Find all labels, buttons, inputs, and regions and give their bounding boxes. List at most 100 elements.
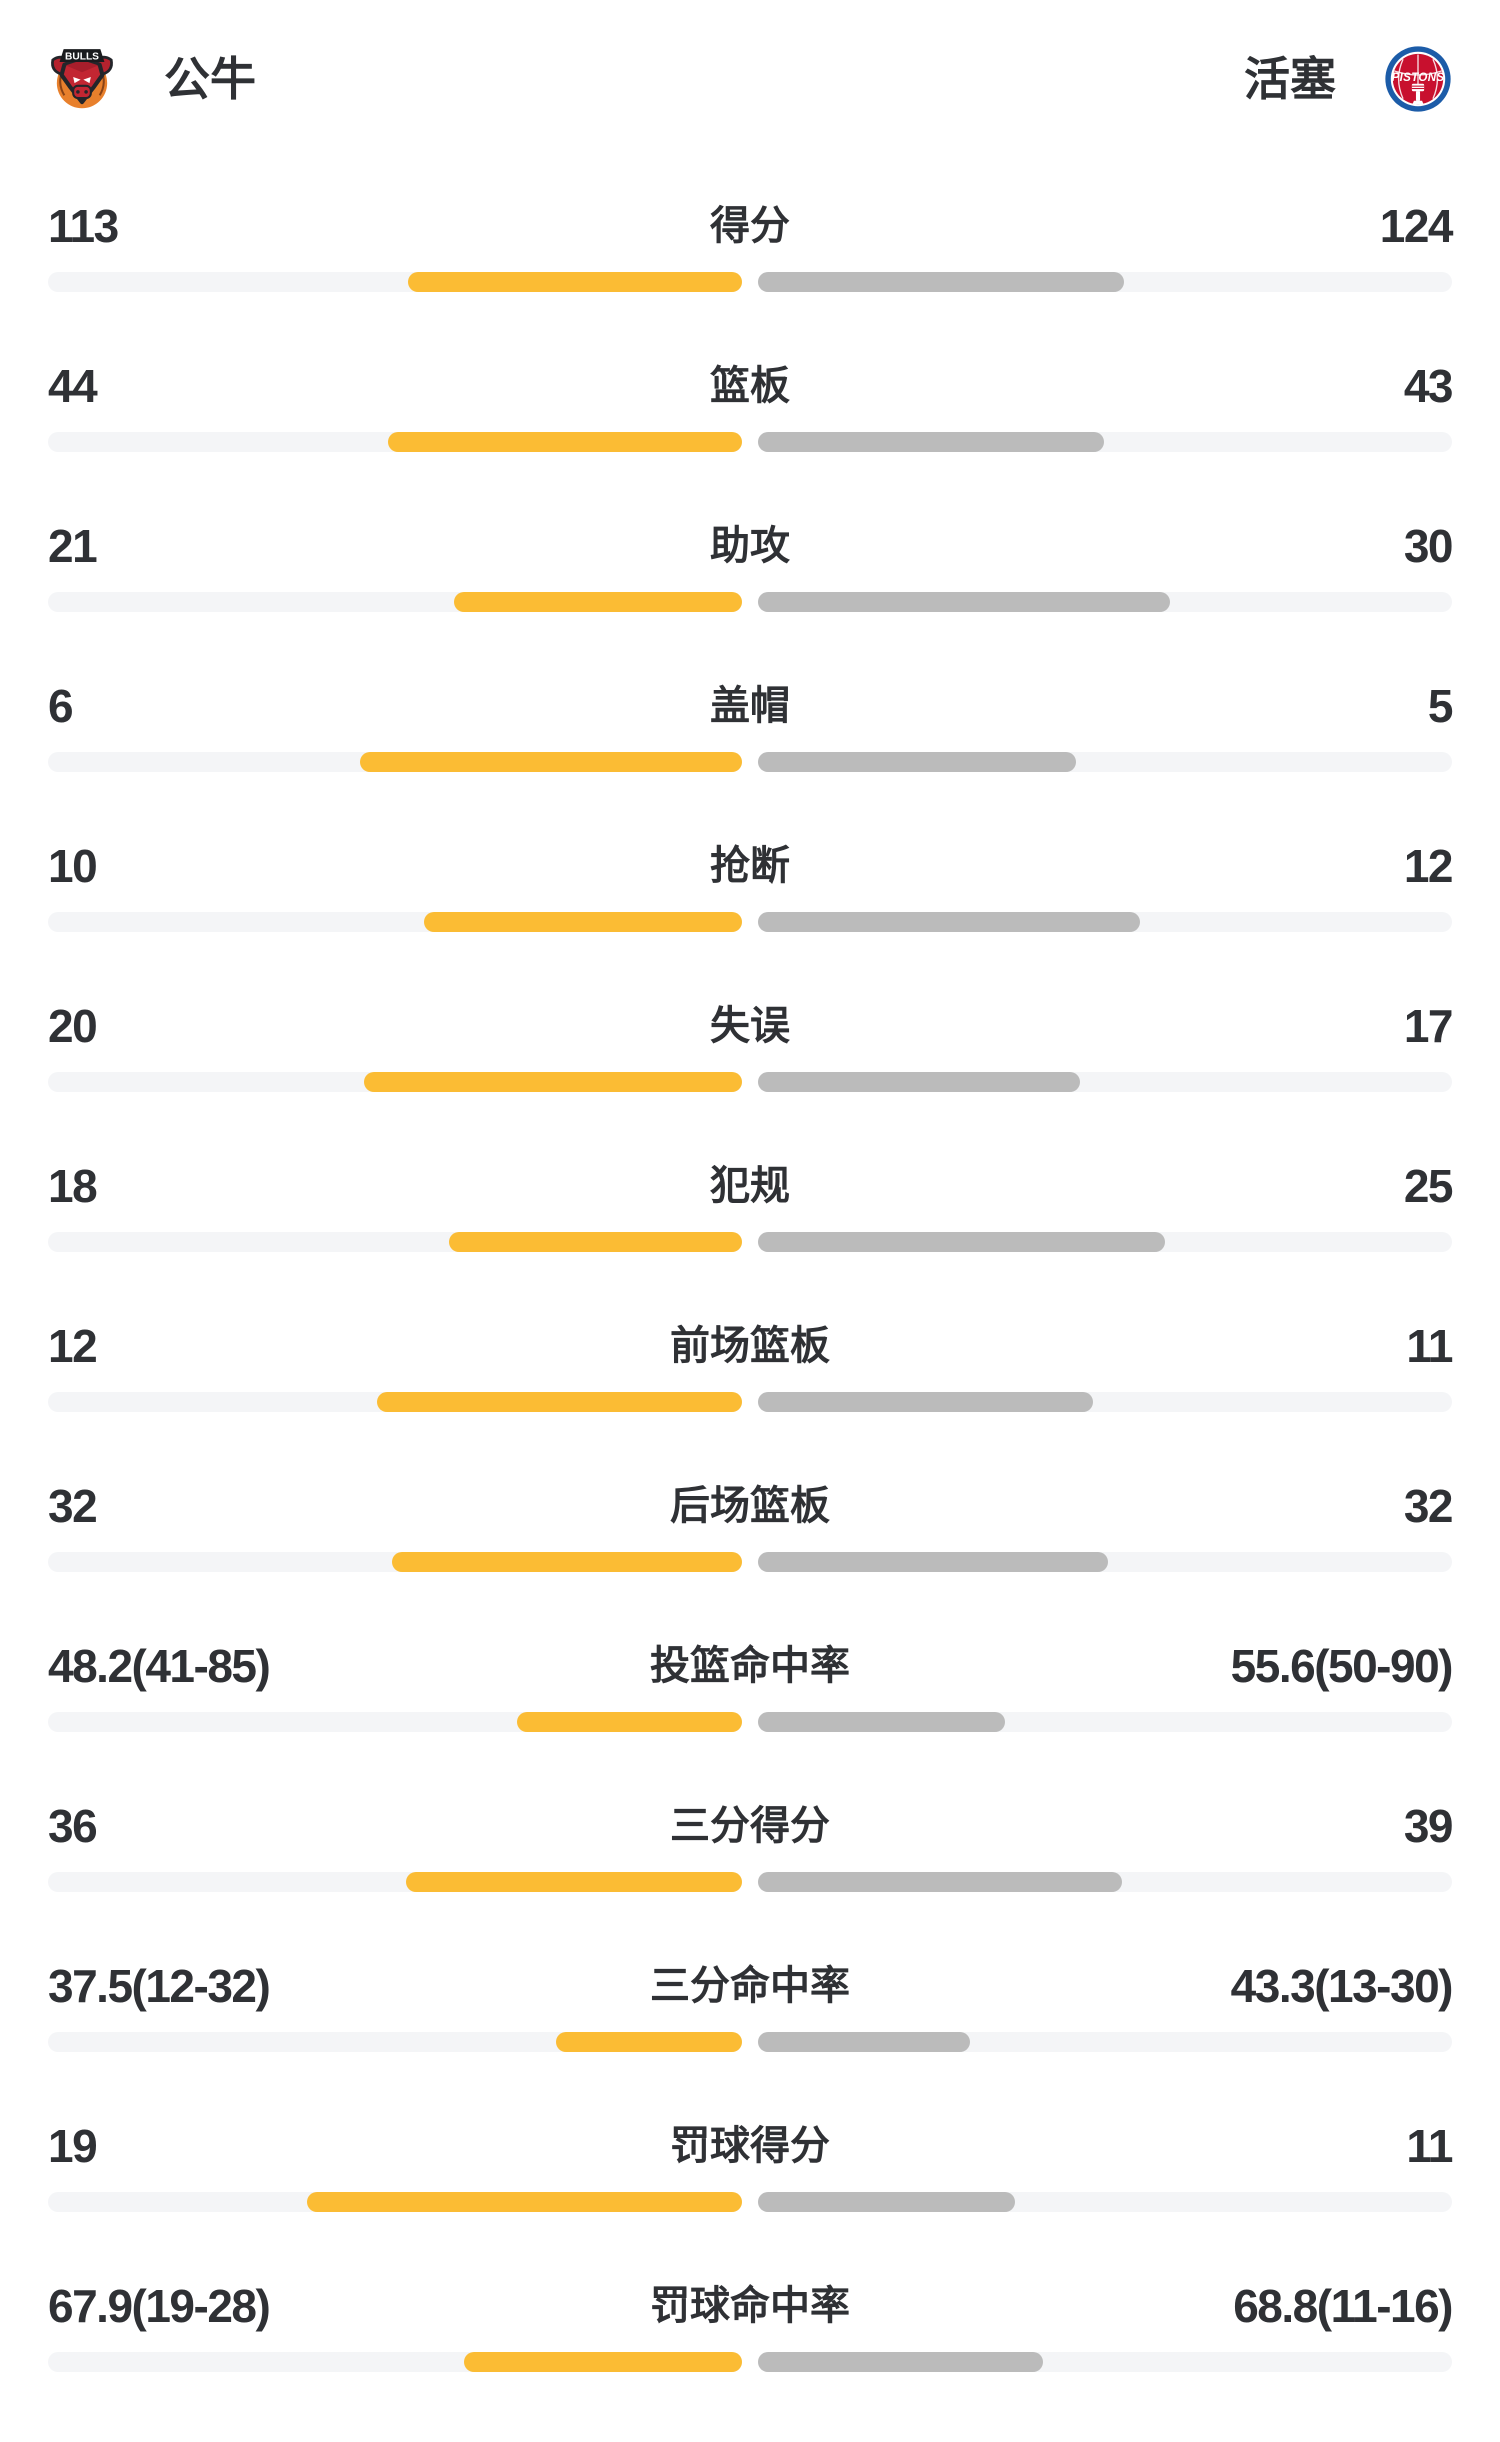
away-team: 活塞 PISTONS (1244, 45, 1452, 113)
pistons-logo-icon: PISTONS (1384, 45, 1452, 113)
away-bar-track (758, 1232, 1452, 1252)
away-bar-track (758, 1392, 1452, 1412)
stat-row-values: 113 得分 124 (48, 200, 1454, 252)
stat-row: 32 后场篮板 32 (48, 1480, 1454, 1642)
home-bar-fill (464, 2352, 742, 2372)
home-bar-track (48, 432, 742, 452)
stat-row-values: 20 失误 17 (48, 1000, 1454, 1052)
away-bar-fill (758, 1072, 1080, 1092)
stat-row-values: 6 盖帽 5 (48, 680, 1454, 732)
home-bar-track (48, 1232, 742, 1252)
home-bar-fill (424, 912, 742, 932)
home-bar-track (48, 1872, 742, 1892)
away-bar-fill (758, 1552, 1108, 1572)
stat-row: 48.2(41-85) 投篮命中率 55.6(50-90) (48, 1640, 1454, 1802)
stat-label: 得分 (710, 204, 790, 248)
stat-row-values: 21 助攻 30 (48, 520, 1454, 572)
home-value: 6 (48, 680, 74, 732)
stat-row-values: 19 罚球得分 11 (48, 2120, 1453, 2172)
stat-row: 12 前场篮板 11 (48, 1320, 1453, 1482)
stat-row: 36 三分得分 39 (48, 1800, 1454, 1962)
svg-text:BULLS: BULLS (65, 51, 99, 62)
away-bar-track (758, 592, 1452, 612)
home-value: 32 (48, 1480, 98, 1532)
stat-row: 18 犯规 25 (48, 1160, 1454, 1322)
stat-label: 投篮命中率 (650, 1644, 850, 1688)
home-value: 36 (48, 1800, 98, 1852)
away-value: 11 (1406, 2120, 1453, 2172)
home-value: 37.5(12-32) (48, 1960, 271, 2012)
away-value: 11 (1406, 1320, 1453, 1372)
stat-row: 67.9(19-28) 罚球命中率 68.8(11-16) (48, 2280, 1453, 2442)
stat-label: 失误 (710, 1004, 790, 1048)
away-bar-fill (758, 592, 1170, 612)
home-bar-fill (364, 1072, 742, 1092)
away-bar-track (758, 912, 1452, 932)
home-bar-track (48, 592, 742, 612)
home-bar-fill (408, 272, 742, 292)
home-value: 48.2(41-85) (48, 1640, 271, 1692)
stat-row: 20 失误 17 (48, 1000, 1454, 1162)
away-bar-fill (758, 2032, 970, 2052)
home-bar-fill (360, 752, 742, 772)
home-value: 18 (48, 1160, 98, 1212)
header: BULLS 公牛 活塞 PISTONS (48, 45, 1452, 113)
away-value: 68.8(11-16) (1233, 2280, 1453, 2332)
home-bar-fill (449, 1232, 742, 1252)
home-bar-fill (517, 1712, 742, 1732)
away-bar-track (758, 432, 1452, 452)
home-value: 20 (48, 1000, 98, 1052)
stat-label: 犯规 (710, 1164, 790, 1208)
home-bar-fill (392, 1552, 742, 1572)
away-value: 25 (1403, 1160, 1454, 1212)
away-value: 12 (1403, 840, 1454, 892)
away-bar-track (758, 2192, 1452, 2212)
home-bar-fill (377, 1392, 742, 1412)
home-bar-fill (406, 1872, 742, 1892)
away-bar-fill (758, 2192, 1015, 2212)
stat-row: 21 助攻 30 (48, 520, 1454, 682)
away-bar-track (758, 1872, 1452, 1892)
stat-row-values: 10 抢断 12 (48, 840, 1454, 892)
home-team: BULLS 公牛 (48, 45, 256, 113)
away-bar-fill (758, 1872, 1122, 1892)
away-bar-track (758, 752, 1452, 772)
stat-row: 44 篮板 43 (48, 362, 1454, 522)
stat-label: 盖帽 (710, 684, 790, 728)
stat-label: 三分命中率 (650, 1964, 850, 2008)
away-value: 39 (1403, 1800, 1454, 1852)
home-value: 10 (48, 840, 98, 892)
away-bar-track (758, 2032, 1452, 2052)
home-team-name: 公牛 (164, 53, 256, 105)
away-bar-track (758, 1072, 1452, 1092)
away-bar-fill (758, 2352, 1043, 2372)
away-bar-track (758, 1552, 1452, 1572)
home-bar-track (48, 1392, 742, 1412)
home-bar-track (48, 1712, 742, 1732)
bulls-logo-icon: BULLS (48, 45, 116, 113)
stat-row: 37.5(12-32) 三分命中率 43.3(13-30) (48, 1960, 1454, 2122)
home-bar-track (48, 912, 742, 932)
away-value: 17 (1403, 1000, 1454, 1052)
home-value: 67.9(19-28) (48, 2280, 271, 2332)
home-bar-fill (307, 2192, 742, 2212)
home-value: 113 (48, 200, 119, 252)
stat-label: 罚球命中率 (650, 2284, 850, 2328)
stat-label: 抢断 (710, 844, 790, 888)
away-value: 30 (1403, 520, 1454, 572)
away-bar-fill (758, 1712, 1005, 1732)
away-value: 124 (1379, 200, 1454, 252)
home-value: 19 (48, 2120, 98, 2172)
stat-row: 19 罚球得分 11 (48, 2120, 1453, 2282)
away-value: 43.3(13-30) (1230, 1960, 1454, 2012)
stat-row-values: 48.2(41-85) 投篮命中率 55.6(50-90) (48, 1640, 1454, 1692)
stat-row: 6 盖帽 5 (48, 680, 1454, 842)
stat-label: 三分得分 (670, 1804, 830, 1848)
home-value: 21 (48, 520, 98, 572)
away-bar-fill (758, 272, 1124, 292)
stat-row-values: 67.9(19-28) 罚球命中率 68.8(11-16) (48, 2280, 1453, 2332)
away-bar-fill (758, 1392, 1093, 1412)
stat-label: 篮板 (710, 364, 790, 408)
home-bar-track (48, 752, 742, 772)
